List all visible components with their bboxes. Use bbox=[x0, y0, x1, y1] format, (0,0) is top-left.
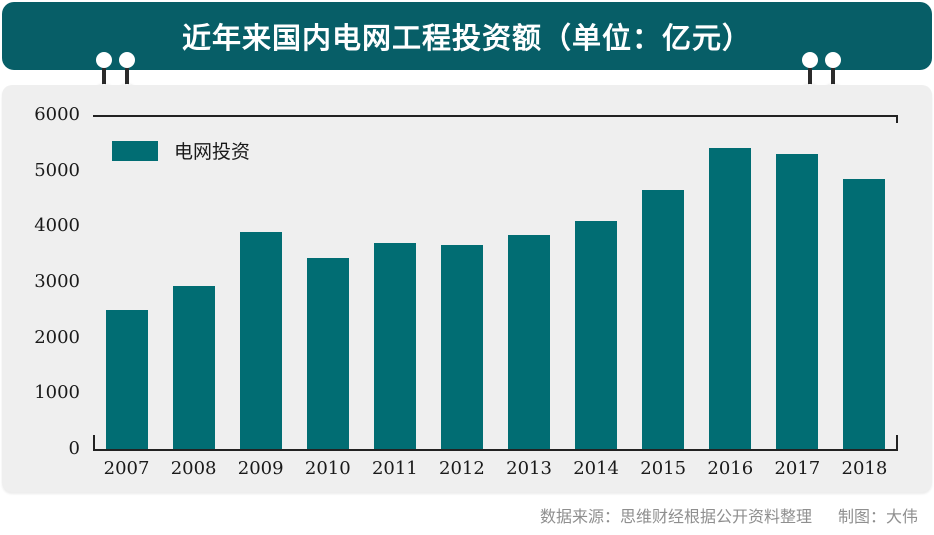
plot-area bbox=[93, 115, 898, 449]
x-tick-label: 2012 bbox=[439, 458, 485, 479]
x-tick-label: 2013 bbox=[506, 458, 552, 479]
pin-head-top bbox=[119, 52, 135, 68]
x-tick-label: 2007 bbox=[103, 458, 150, 479]
author-text: 制图：大伟 bbox=[837, 509, 918, 526]
x-tick-label: 2018 bbox=[841, 458, 888, 479]
bar-2009 bbox=[239, 231, 282, 449]
x-tick-label: 2010 bbox=[304, 458, 351, 479]
bar-2012 bbox=[440, 245, 483, 449]
x-tick-label: 2017 bbox=[774, 458, 821, 479]
bar-2013 bbox=[508, 234, 551, 449]
axis-top-line bbox=[93, 115, 898, 123]
x-axis-line bbox=[93, 435, 898, 451]
bar-2014 bbox=[575, 220, 618, 449]
bar-2010 bbox=[306, 258, 349, 449]
chart-title: 近年来国内电网工程投资额（单位：亿元） bbox=[181, 23, 752, 55]
x-axis-right-tick bbox=[896, 435, 898, 449]
y-tick-label: 0 bbox=[68, 438, 80, 459]
pin-stem bbox=[125, 58, 129, 96]
x-tick-label: 2014 bbox=[573, 458, 620, 479]
pin-head-top bbox=[96, 52, 112, 68]
legend-label: 电网投资 bbox=[174, 142, 251, 163]
y-tick-label: 2000 bbox=[34, 326, 80, 348]
pin-head-top bbox=[825, 52, 841, 68]
pin-stem bbox=[831, 58, 835, 96]
legend: 电网投资 bbox=[112, 137, 250, 164]
bar-2011 bbox=[373, 243, 416, 449]
x-axis-left-tick bbox=[93, 435, 95, 449]
bar-2007 bbox=[105, 309, 148, 449]
pin-stem bbox=[102, 58, 106, 96]
x-tick-label: 2008 bbox=[170, 458, 217, 479]
y-tick-label: 6000 bbox=[34, 104, 80, 125]
bar-2015 bbox=[642, 190, 685, 449]
legend-swatch bbox=[112, 140, 158, 161]
x-tick-label: 2015 bbox=[640, 458, 687, 479]
y-tick-label: 1000 bbox=[34, 382, 80, 404]
data-source-text: 数据来源：思维财经根据公开资料整理 bbox=[539, 509, 812, 526]
bar-2008 bbox=[172, 286, 215, 449]
footer: 数据来源：思维财经根据公开资料整理 制图：大伟 bbox=[540, 503, 918, 527]
x-axis: 2007 2008 2009 2010 2011 2012 2013 2014 2015 2016… bbox=[93, 457, 898, 481]
pin-stem bbox=[808, 58, 812, 96]
bar-2017 bbox=[776, 153, 819, 449]
title-banner: 近年来国内电网工程投资额（单位：亿元） bbox=[2, 2, 932, 70]
y-tick-label: 4000 bbox=[34, 215, 80, 237]
x-tick-label: 2009 bbox=[237, 458, 284, 479]
bar-2018 bbox=[843, 179, 886, 449]
y-axis: 0 1000 2000 3000 4000 5000 6000 bbox=[2, 104, 80, 459]
bar-2016 bbox=[709, 148, 752, 449]
y-tick-label: 3000 bbox=[34, 271, 80, 292]
x-tick-label: 2016 bbox=[707, 458, 754, 479]
x-tick-label: 2011 bbox=[371, 458, 418, 479]
axis-top-end-tick bbox=[896, 115, 898, 123]
chart-panel: 0 1000 2000 3000 4000 5000 6000 2007 2008 2009 20… bbox=[2, 85, 932, 492]
y-tick-label: 5000 bbox=[34, 159, 80, 181]
pin-head-top bbox=[802, 52, 818, 68]
